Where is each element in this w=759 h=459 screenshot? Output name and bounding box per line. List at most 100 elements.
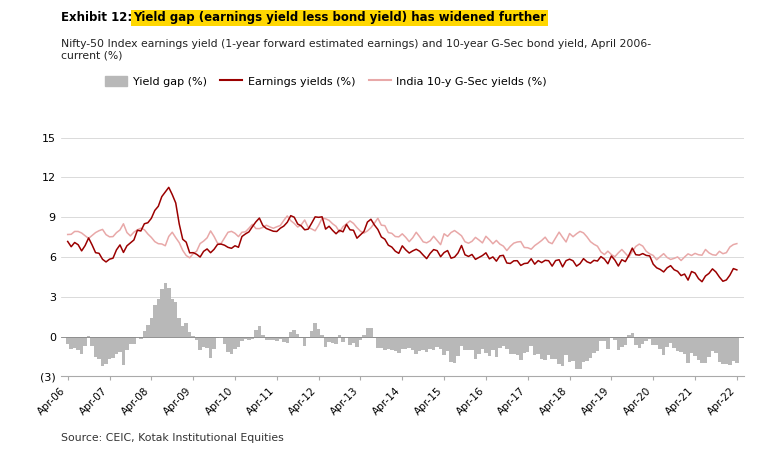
Bar [80,336,83,354]
Bar [237,336,240,347]
Bar [292,330,296,336]
Bar [146,325,150,336]
Bar [257,326,261,336]
Bar [446,336,449,351]
Bar [261,335,265,336]
Bar [471,336,474,350]
Bar [456,336,460,357]
Bar [543,336,547,360]
Bar [265,336,268,340]
Bar [693,336,697,356]
Bar [686,336,690,363]
Bar [606,336,609,349]
Bar [613,336,616,340]
Bar [530,336,533,346]
Bar [662,336,666,355]
Bar [735,336,739,363]
Bar [495,336,498,358]
Bar [327,336,331,342]
Bar [509,336,512,354]
Bar [557,336,561,364]
Bar [565,336,568,355]
Bar [603,336,606,341]
Bar [394,336,397,351]
Bar [725,336,728,364]
Bar [701,336,704,363]
Bar [355,336,359,347]
Bar [634,336,638,345]
Bar [581,336,585,362]
Bar [303,336,307,347]
Bar [348,336,351,346]
Bar [533,336,537,355]
Bar [397,336,401,353]
Bar [331,336,334,343]
Bar [268,336,272,340]
Bar [213,336,216,349]
Bar [537,336,540,354]
Bar [487,336,491,356]
Bar [512,336,515,354]
Bar [453,336,456,363]
Bar [115,336,118,354]
Bar [704,336,707,363]
Bar [477,336,480,354]
Bar [414,336,418,353]
Bar [296,334,300,336]
Bar [362,335,366,336]
Bar [247,336,250,340]
Bar [463,336,467,350]
Bar [550,336,554,359]
Bar [279,336,282,339]
Bar [334,336,338,344]
Bar [519,336,522,360]
Bar [143,330,146,336]
Bar [599,336,603,341]
Bar [240,336,244,341]
Bar [609,336,613,338]
Bar [324,336,327,347]
Bar [250,336,254,339]
Bar [491,336,495,350]
Bar [129,336,132,344]
Bar [547,336,550,355]
Bar [300,336,303,338]
Bar [522,336,526,353]
Bar [498,336,502,348]
Bar [104,336,108,364]
Bar [108,336,112,359]
Bar [718,336,721,362]
Bar [697,336,701,360]
Bar [181,325,184,336]
Bar [163,283,167,336]
Bar [171,299,174,336]
Bar [66,336,69,344]
Bar [418,336,421,351]
Bar [233,336,237,349]
Bar [178,318,181,336]
Text: Exhibit 12:: Exhibit 12: [61,11,136,24]
Bar [425,336,428,353]
Bar [432,336,436,350]
Bar [118,336,121,352]
Bar [728,336,732,365]
Bar [710,336,714,351]
Bar [366,328,369,336]
Bar [592,336,596,353]
Bar [373,336,376,338]
Bar [641,336,644,344]
Bar [428,336,432,349]
Bar [97,336,101,359]
Bar [561,336,565,366]
Bar [526,336,530,352]
Bar [209,336,213,358]
Bar [139,336,143,339]
Bar [125,336,129,350]
Bar [721,336,725,364]
Bar [310,331,313,336]
Bar [156,299,160,336]
Bar [540,336,543,359]
Bar [272,336,275,340]
Bar [226,336,230,352]
Bar [73,336,77,347]
